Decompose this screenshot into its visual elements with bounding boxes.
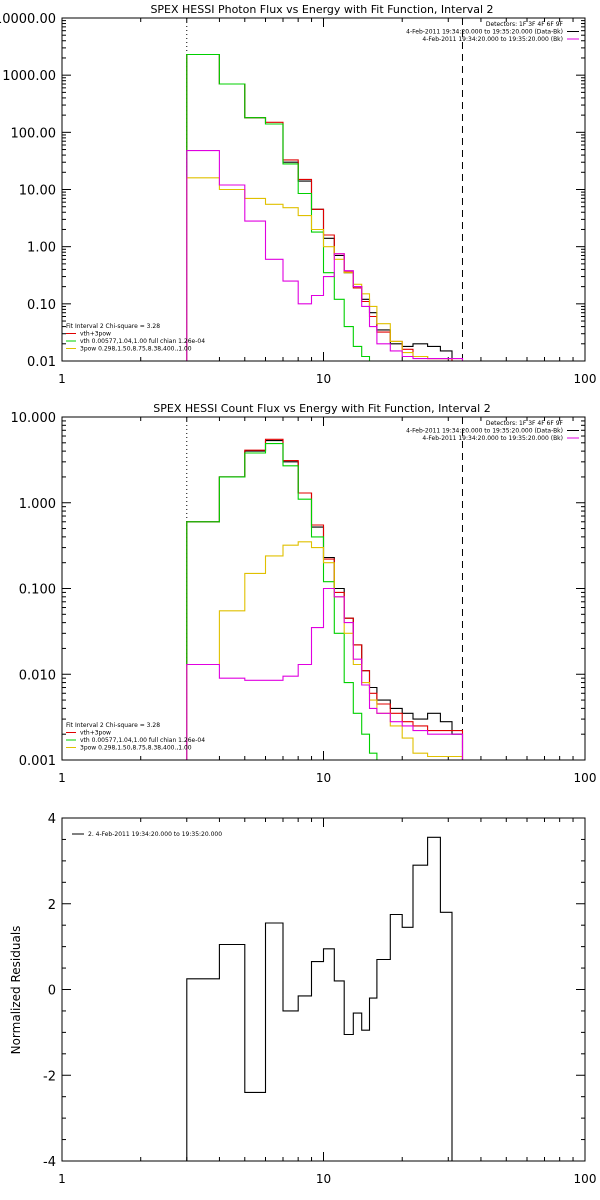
count-flux-panel: SPEX HESSI Count Flux vs Energy with Fit… xyxy=(11,402,597,785)
legend-text: 4-Feb-2011 19:34:20.000 to 19:35:20.000 … xyxy=(422,36,563,43)
data-series-line xyxy=(186,438,464,760)
legend-text: vth+3pow xyxy=(80,730,111,737)
x-tick-label: 1 xyxy=(58,372,66,386)
data-series-line xyxy=(186,440,464,760)
y-tick-label: -2 xyxy=(43,1069,56,1084)
x-tick-label: 1 xyxy=(58,771,66,785)
y-tick-label: 4 xyxy=(48,812,56,827)
y-tick-label: 10.000 xyxy=(11,411,57,426)
y-tick-label: 10000.00 xyxy=(0,12,56,27)
y-tick-label: 10.00 xyxy=(19,184,56,199)
y-tick-label: 2 xyxy=(48,898,56,913)
x-tick-label: 10 xyxy=(316,771,331,785)
legend-text: 4-Feb-2011 19:34:20.000 to 19:35:20.000 … xyxy=(406,428,563,435)
data-series-line xyxy=(186,587,464,760)
plot-frame xyxy=(61,17,586,362)
legend-text: Detectors: 1F 3F 4F 6F 9F xyxy=(486,420,564,427)
legend-text: 2. 4-Feb-2011 19:34:20.000 to 19:35:20.0… xyxy=(88,831,222,838)
legend-text: vth 0.00577,1.04,1.00 full chian 1.26e-0… xyxy=(80,737,205,744)
legend-text: Fit Interval 2 Chi-square = 3.28 xyxy=(66,722,160,729)
data-series-line xyxy=(186,150,464,361)
y-tick-label: 1000.00 xyxy=(2,69,56,84)
y-tick-label: 100.00 xyxy=(11,126,57,141)
data-series-line xyxy=(186,177,464,361)
data-series-line xyxy=(186,53,464,361)
x-tick-label: 1 xyxy=(58,1172,66,1186)
y-tick-label: 0.010 xyxy=(19,668,56,683)
y-tick-label: 1.00 xyxy=(27,241,56,256)
x-tick-label: 100 xyxy=(574,771,597,785)
legend-text: 3pow 0.298,1.50,8.75,8.38,400.,1.00 xyxy=(80,346,192,353)
y-tick-label: 0.001 xyxy=(19,754,56,769)
data-series-line xyxy=(186,836,453,1161)
x-tick-label: 10 xyxy=(316,1172,331,1186)
y-tick-label: 0.10 xyxy=(27,298,56,313)
chart-title: SPEX HESSI Photon Flux vs Energy with Fi… xyxy=(150,3,493,16)
y-tick-label: -4 xyxy=(43,1155,56,1170)
data-series-line xyxy=(186,53,378,361)
y-axis-label: Normalized Residuals xyxy=(9,926,23,1055)
legend-text: vth 0.00577,1.04,1.00 full chian 1.26e-0… xyxy=(80,338,205,345)
legend-text: Fit Interval 2 Chi-square = 3.28 xyxy=(66,323,160,330)
residuals-panel: Normalized Residuals 1 10 100 4 2 0 -2 -4 2. 4-F… xyxy=(9,812,597,1186)
legend-text: vth+3pow xyxy=(80,331,111,338)
plot-frame xyxy=(61,817,586,1162)
legend-text: 4-Feb-2011 19:34:20.000 to 19:35:20.000 … xyxy=(406,29,563,36)
data-series-line xyxy=(186,443,378,760)
plot-frame xyxy=(61,416,586,761)
data-series-line xyxy=(186,541,464,760)
data-series-line xyxy=(186,53,464,361)
legend-text: 4-Feb-2011 19:34:20.000 to 19:35:20.000 … xyxy=(422,435,563,442)
y-tick-label: 0.01 xyxy=(27,355,56,370)
chart-title: SPEX HESSI Count Flux vs Energy with Fit… xyxy=(153,402,490,415)
y-tick-label: 0.100 xyxy=(19,583,56,598)
x-tick-label: 100 xyxy=(574,1172,597,1186)
y-tick-label: 1.000 xyxy=(19,497,56,512)
x-tick-label: 10 xyxy=(316,372,331,386)
legend-text: Detectors: 1F 3F 4F 6F 9F xyxy=(486,21,564,28)
x-tick-label: 100 xyxy=(574,372,597,386)
y-tick-label: 0 xyxy=(48,984,56,999)
photon-flux-panel: SPEX HESSI Photon Flux vs Energy with Fi… xyxy=(0,3,597,386)
legend-text: 3pow 0.298,1.50,8.75,8.38,400.,1.00 xyxy=(80,745,192,752)
